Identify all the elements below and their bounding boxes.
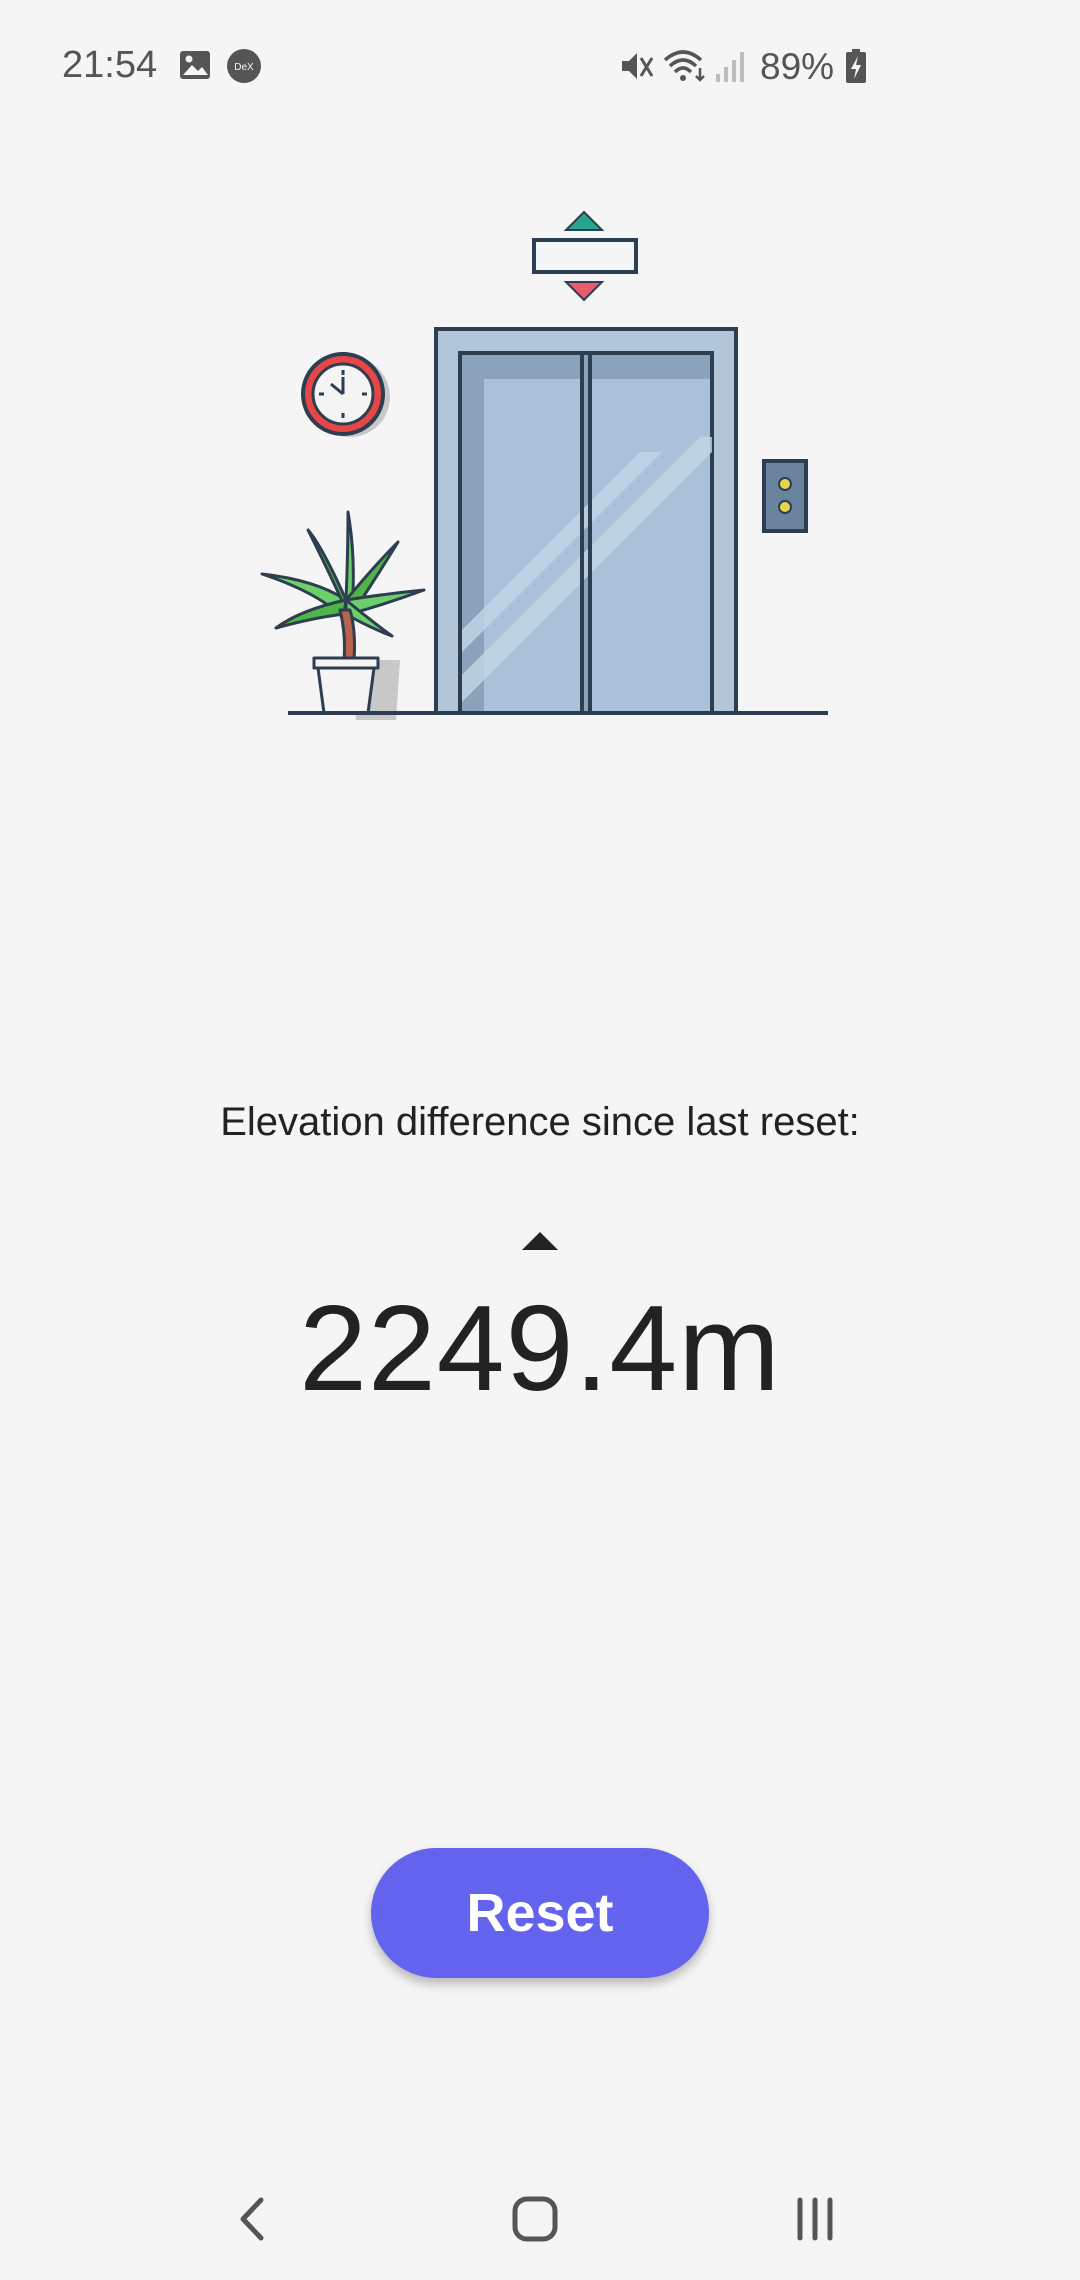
back-icon <box>240 2197 264 2241</box>
dex-icon: DeX <box>227 49 261 83</box>
back-button[interactable] <box>208 2174 298 2264</box>
elevation-value: 2249.4m <box>299 1280 781 1416</box>
call-button-panel <box>762 459 808 533</box>
home-button[interactable] <box>490 2174 580 2264</box>
recents-button[interactable] <box>770 2174 860 2264</box>
reset-button[interactable]: Reset <box>371 1848 709 1978</box>
status-bar: 21:54 DeX <box>0 0 1080 134</box>
battery-charging-icon <box>846 49 866 83</box>
elevation-label: Elevation difference since last reset: <box>220 1100 860 1144</box>
battery-percent: 89% <box>760 46 835 87</box>
mute-icon <box>622 53 654 79</box>
clock-icon <box>301 352 390 437</box>
plant-icon <box>260 510 426 720</box>
floor-indicator <box>532 210 638 302</box>
elevator-illustration <box>260 210 828 720</box>
wifi-icon <box>663 50 705 82</box>
recents-icon <box>797 2197 833 2241</box>
home-icon <box>512 2196 558 2242</box>
elevator-doors <box>434 327 738 715</box>
navigation-bar <box>0 2160 1080 2280</box>
up-arrow-icon <box>522 1232 558 1250</box>
svg-text:DeX: DeX <box>234 62 254 73</box>
status-time: 21:54 <box>62 44 158 86</box>
gallery-icon <box>180 51 210 79</box>
signal-icon <box>716 52 744 82</box>
